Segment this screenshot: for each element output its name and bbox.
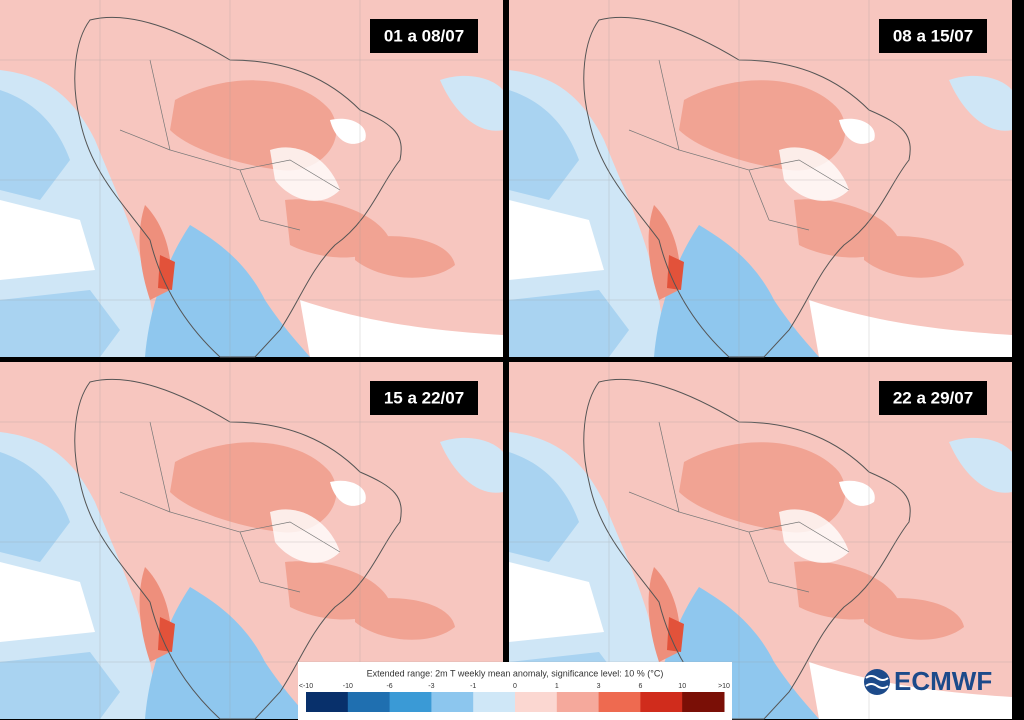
colorbar-label: -3 (428, 683, 434, 690)
colorbar-label: 0 (513, 683, 517, 690)
colorbar-swatch (347, 692, 391, 712)
colorbar-swatch (473, 692, 516, 712)
logo-waves (865, 675, 889, 689)
panel-label: 15 a 22/07 (384, 388, 464, 407)
logo-text: ECMWF (894, 666, 992, 696)
label-box (370, 381, 478, 415)
colorbar-label: 3 (597, 683, 601, 690)
map-panel: 22 a 29/07 (508, 361, 1013, 720)
colorbar-swatch (682, 692, 725, 712)
colorbar-label: -6 (386, 683, 392, 690)
colorbar-swatch (598, 692, 641, 712)
map-panel: 15 a 22/07 (0, 361, 504, 720)
colorbar-swatch (306, 692, 349, 712)
colorbar-swatch (431, 692, 474, 712)
map-panel: 08 a 15/07 (508, 0, 1013, 358)
panel-label: 22 a 29/07 (893, 388, 973, 407)
label-box (879, 381, 987, 415)
label-box (370, 19, 478, 53)
map (0, 0, 504, 358)
colorbar-label: 1 (555, 683, 559, 690)
colorbar-title: Extended range: 2m T weekly mean anomaly… (367, 668, 664, 678)
colorbar-swatch (515, 692, 558, 712)
colorbar-label: 6 (638, 683, 642, 690)
colorbar-swatch (389, 692, 432, 712)
panel-label: 01 a 08/07 (384, 26, 464, 45)
colorbar-label: -1 (470, 683, 476, 690)
colorbar-swatch (640, 692, 683, 712)
logo-icon (864, 669, 890, 695)
label-box (879, 19, 987, 53)
colorbar-swatch (556, 692, 600, 712)
colorbar-label: >10 (718, 683, 730, 690)
colorbar-label: <-10 (299, 683, 313, 690)
colorbar-label: -10 (343, 683, 353, 690)
colorbar-label: 10 (678, 683, 686, 690)
map (508, 0, 1013, 358)
map-panel: 01 a 08/07 (0, 0, 504, 358)
panel-label: 08 a 15/07 (893, 26, 973, 45)
